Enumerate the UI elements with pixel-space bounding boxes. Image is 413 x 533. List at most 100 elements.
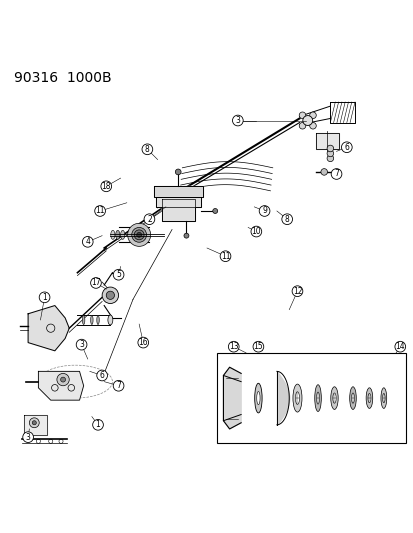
Circle shape [60,377,65,382]
Circle shape [320,168,327,175]
Text: 90316  1000B: 90316 1000B [14,71,111,85]
Ellipse shape [349,387,356,409]
Ellipse shape [332,393,335,403]
Circle shape [309,123,316,129]
Ellipse shape [82,316,85,325]
Circle shape [113,269,123,280]
Ellipse shape [380,388,386,408]
Text: 6: 6 [100,371,104,380]
Text: 16: 16 [138,338,148,347]
Circle shape [127,223,150,246]
Text: 11: 11 [220,252,230,261]
Text: 17: 17 [91,278,100,287]
Circle shape [142,144,152,155]
Ellipse shape [351,393,354,403]
Circle shape [138,337,148,348]
Polygon shape [38,372,83,400]
Circle shape [330,168,341,179]
Circle shape [113,381,123,391]
Text: 9: 9 [261,206,266,215]
Text: 3: 3 [235,116,240,125]
Circle shape [39,292,50,303]
Text: 6: 6 [344,143,349,152]
Text: 4: 4 [85,237,90,246]
Circle shape [281,214,292,224]
Text: 12: 12 [292,287,301,296]
Circle shape [183,233,188,238]
Circle shape [212,208,217,213]
Circle shape [220,251,230,262]
Text: 7: 7 [116,381,121,390]
Circle shape [250,226,261,237]
Circle shape [299,112,305,118]
Text: 3: 3 [26,433,31,442]
Circle shape [302,116,312,125]
Polygon shape [315,133,338,149]
Circle shape [57,374,69,386]
Bar [217,353,406,443]
Text: 10: 10 [251,227,261,236]
Circle shape [29,418,39,427]
Ellipse shape [316,392,319,404]
Circle shape [23,432,33,442]
Circle shape [252,341,263,352]
Circle shape [394,341,405,352]
Text: 1: 1 [95,421,100,429]
Ellipse shape [120,230,124,239]
Circle shape [232,115,242,126]
Circle shape [93,419,103,430]
Text: 2: 2 [147,215,152,224]
Text: 8: 8 [145,145,150,154]
Circle shape [175,169,180,175]
Ellipse shape [115,230,119,239]
Ellipse shape [97,316,99,325]
Ellipse shape [256,392,259,405]
Circle shape [326,150,333,157]
Text: 11: 11 [95,206,104,215]
Polygon shape [155,197,200,221]
Text: 15: 15 [253,342,263,351]
Text: 14: 14 [394,342,404,351]
Circle shape [292,286,302,296]
Circle shape [76,340,87,350]
Text: 13: 13 [228,342,238,351]
Ellipse shape [367,393,370,403]
Text: 3: 3 [79,340,84,349]
Circle shape [101,181,112,192]
Circle shape [134,230,144,240]
Circle shape [326,145,333,152]
Circle shape [82,237,93,247]
Ellipse shape [108,315,113,325]
Polygon shape [223,367,240,429]
Circle shape [326,155,333,161]
Circle shape [341,142,351,152]
Text: 18: 18 [101,182,111,191]
Circle shape [90,278,101,288]
Circle shape [95,206,105,216]
Ellipse shape [254,383,261,413]
Ellipse shape [90,316,93,325]
Circle shape [102,287,118,303]
Circle shape [97,370,107,381]
Text: 7: 7 [333,169,338,179]
Text: 1: 1 [42,293,47,302]
Circle shape [144,214,154,224]
Circle shape [309,112,316,118]
Polygon shape [153,187,202,197]
Ellipse shape [295,392,299,405]
Circle shape [32,421,36,425]
Circle shape [106,291,114,300]
Ellipse shape [365,388,372,408]
Ellipse shape [292,384,301,412]
Ellipse shape [314,385,320,411]
Ellipse shape [111,230,115,239]
Circle shape [131,228,146,242]
Text: 8: 8 [284,215,289,224]
Circle shape [299,123,305,129]
Polygon shape [28,305,69,351]
Ellipse shape [382,393,384,403]
Polygon shape [24,415,47,435]
Text: 5: 5 [116,270,121,279]
Circle shape [136,232,141,237]
Ellipse shape [330,387,337,409]
